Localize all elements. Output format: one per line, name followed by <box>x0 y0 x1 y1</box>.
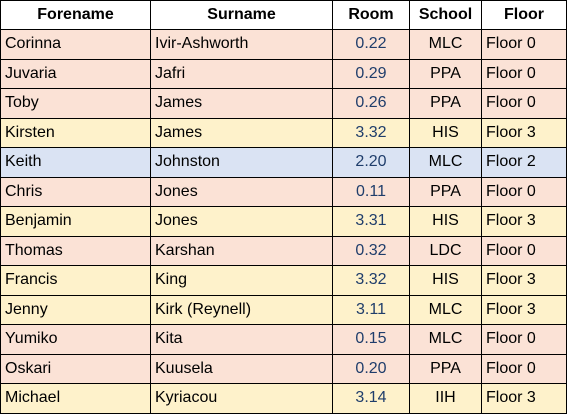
cell-floor: Floor 0 <box>481 88 567 119</box>
cell-school: PPA <box>409 176 482 207</box>
cell-forename: Thomas <box>0 235 151 266</box>
cell-room: 3.14 <box>332 383 410 414</box>
cell-floor: Floor 3 <box>481 383 567 414</box>
table-row: Juvaria Jafri 0.29 PPA Floor 0 <box>0 58 567 89</box>
cell-room: 3.11 <box>332 294 410 325</box>
cell-surname: James <box>150 88 333 119</box>
table-row: Keith Johnston 2.20 MLC Floor 2 <box>0 147 567 178</box>
cell-room: 0.29 <box>332 58 410 89</box>
table-row: Yumiko Kita 0.15 MLC Floor 0 <box>0 324 567 355</box>
cell-surname: King <box>150 265 333 296</box>
cell-surname: Kirk (Reynell) <box>150 294 333 325</box>
table-row: Michael Kyriacou 3.14 IIH Floor 3 <box>0 383 567 414</box>
cell-floor: Floor 0 <box>481 235 567 266</box>
cell-school: HIS <box>409 117 482 148</box>
table-row: Chris Jones 0.11 PPA Floor 0 <box>0 176 567 207</box>
cell-floor: Floor 3 <box>481 206 567 237</box>
cell-floor: Floor 0 <box>481 29 567 60</box>
header-room: Room <box>332 0 410 30</box>
cell-surname: James <box>150 117 333 148</box>
cell-room: 0.15 <box>332 324 410 355</box>
cell-floor: Floor 3 <box>481 294 567 325</box>
cell-forename: Chris <box>0 176 151 207</box>
cell-forename: Jenny <box>0 294 151 325</box>
cell-forename: Kirsten <box>0 117 151 148</box>
table-row: Thomas Karshan 0.32 LDC Floor 0 <box>0 235 567 266</box>
table-row: Oskari Kuusela 0.20 PPA Floor 0 <box>0 353 567 384</box>
cell-surname: Kyriacou <box>150 383 333 414</box>
cell-surname: Jones <box>150 176 333 207</box>
header-floor: Floor <box>481 0 567 30</box>
cell-school: MLC <box>409 294 482 325</box>
cell-floor: Floor 3 <box>481 265 567 296</box>
cell-school: HIS <box>409 265 482 296</box>
cell-forename: Juvaria <box>0 58 151 89</box>
cell-surname: Karshan <box>150 235 333 266</box>
cell-forename: Michael <box>0 383 151 414</box>
header-school: School <box>409 0 482 30</box>
cell-room: 2.20 <box>332 147 410 178</box>
cell-forename: Keith <box>0 147 151 178</box>
cell-floor: Floor 0 <box>481 176 567 207</box>
cell-school: PPA <box>409 353 482 384</box>
header-forename: Forename <box>0 0 151 30</box>
cell-floor: Floor 2 <box>481 147 567 178</box>
cell-surname: Jones <box>150 206 333 237</box>
cell-school: PPA <box>409 88 482 119</box>
cell-room: 0.20 <box>332 353 410 384</box>
cell-school: IIH <box>409 383 482 414</box>
cell-room: 0.22 <box>332 29 410 60</box>
table-row: Francis King 3.32 HIS Floor 3 <box>0 265 567 296</box>
cell-school: LDC <box>409 235 482 266</box>
header-row: Forename Surname Room School Floor <box>0 0 567 30</box>
cell-floor: Floor 3 <box>481 117 567 148</box>
cell-surname: Johnston <box>150 147 333 178</box>
cell-school: PPA <box>409 58 482 89</box>
cell-school: MLC <box>409 29 482 60</box>
cell-floor: Floor 0 <box>481 324 567 355</box>
cell-floor: Floor 0 <box>481 58 567 89</box>
table-row: Kirsten James 3.32 HIS Floor 3 <box>0 117 567 148</box>
cell-forename: Yumiko <box>0 324 151 355</box>
cell-room: 0.32 <box>332 235 410 266</box>
cell-room: 0.26 <box>332 88 410 119</box>
cell-surname: Ivir-Ashworth <box>150 29 333 60</box>
cell-school: MLC <box>409 147 482 178</box>
cell-school: HIS <box>409 206 482 237</box>
cell-forename: Corinna <box>0 29 151 60</box>
cell-school: MLC <box>409 324 482 355</box>
cell-forename: Benjamin <box>0 206 151 237</box>
cell-room: 3.31 <box>332 206 410 237</box>
cell-forename: Oskari <box>0 353 151 384</box>
cell-surname: Jafri <box>150 58 333 89</box>
table-row: Corinna Ivir-Ashworth 0.22 MLC Floor 0 <box>0 29 567 60</box>
table-body: Corinna Ivir-Ashworth 0.22 MLC Floor 0 Juvari… <box>0 29 567 414</box>
cell-floor: Floor 0 <box>481 353 567 384</box>
cell-room: 3.32 <box>332 265 410 296</box>
header-surname: Surname <box>150 0 333 30</box>
cell-surname: Kuusela <box>150 353 333 384</box>
cell-room: 3.32 <box>332 117 410 148</box>
cell-room: 0.11 <box>332 176 410 207</box>
table-row: Benjamin Jones 3.31 HIS Floor 3 <box>0 206 567 237</box>
table-row: Jenny Kirk (Reynell) 3.11 MLC Floor 3 <box>0 294 567 325</box>
table-row: Toby James 0.26 PPA Floor 0 <box>0 88 567 119</box>
cell-forename: Francis <box>0 265 151 296</box>
cell-surname: Kita <box>150 324 333 355</box>
cell-forename: Toby <box>0 88 151 119</box>
